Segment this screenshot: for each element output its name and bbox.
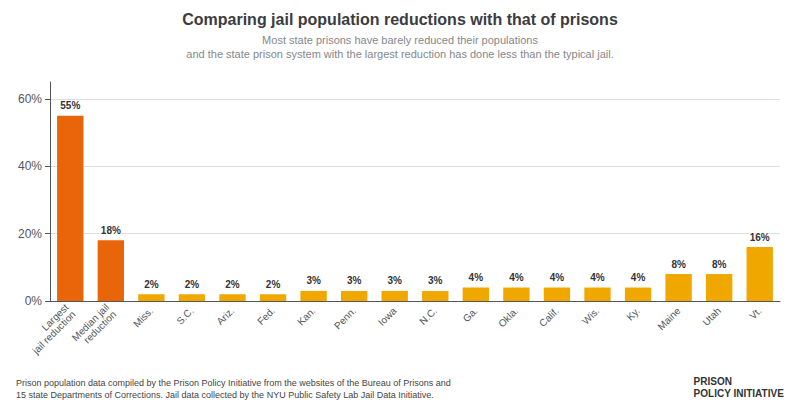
svg-text:4%: 4% [509, 272, 524, 283]
svg-text:2%: 2% [266, 279, 281, 290]
svg-text:16%: 16% [750, 232, 770, 243]
svg-text:Utah: Utah [700, 305, 723, 328]
svg-text:18%: 18% [101, 225, 121, 236]
svg-text:and the state prison system wi: and the state prison system with the lar… [186, 48, 613, 60]
svg-text:Miss.: Miss. [131, 305, 155, 329]
svg-text:4%: 4% [631, 272, 646, 283]
svg-text:3%: 3% [428, 275, 443, 286]
svg-text:2%: 2% [185, 279, 200, 290]
svg-text:3%: 3% [387, 275, 402, 286]
svg-text:40%: 40% [18, 159, 42, 173]
svg-text:N.C.: N.C. [417, 305, 439, 327]
svg-text:0%: 0% [25, 294, 43, 308]
svg-text:8%: 8% [671, 259, 686, 270]
svg-text:Most state prisons have barely: Most state prisons have barely reduced t… [262, 34, 538, 46]
svg-text:3%: 3% [306, 275, 321, 286]
svg-text:Calif.: Calif. [537, 305, 561, 329]
svg-text:Largest: Largest [39, 301, 71, 333]
svg-text:Ky.: Ky. [624, 305, 641, 322]
svg-text:Vt.: Vt. [747, 305, 763, 321]
svg-text:Comparing jail population redu: Comparing jail population reductions wit… [182, 11, 618, 28]
svg-text:4%: 4% [550, 272, 565, 283]
svg-text:Maine: Maine [655, 305, 682, 332]
svg-text:3%: 3% [347, 275, 362, 286]
svg-text:POLICY INITIATIVE: POLICY INITIATIVE [694, 388, 785, 399]
svg-text:Prison population data compile: Prison population data compiled by the P… [16, 378, 451, 388]
svg-text:60%: 60% [18, 92, 42, 106]
svg-text:4%: 4% [469, 272, 484, 283]
svg-text:4%: 4% [590, 272, 605, 283]
svg-text:Iowa: Iowa [376, 305, 399, 328]
svg-text:Kan.: Kan. [295, 305, 317, 327]
svg-text:Penn.: Penn. [332, 305, 358, 331]
svg-text:Okla.: Okla. [496, 305, 520, 329]
svg-text:Ga.: Ga. [461, 305, 480, 324]
svg-text:55%: 55% [60, 100, 80, 111]
svg-text:Wis.: Wis. [580, 305, 602, 327]
svg-text:PRISON: PRISON [694, 376, 732, 387]
svg-text:Ariz.: Ariz. [214, 305, 236, 327]
svg-text:2%: 2% [144, 279, 159, 290]
svg-text:20%: 20% [18, 227, 42, 241]
svg-text:8%: 8% [712, 259, 727, 270]
svg-text:reduction: reduction [81, 309, 118, 346]
svg-text:15 state Departments of Correc: 15 state Departments of Corrections. Jai… [16, 390, 434, 400]
svg-text:S.C.: S.C. [174, 305, 196, 327]
svg-text:jail reduction: jail reduction [30, 309, 78, 357]
svg-text:Fed.: Fed. [255, 305, 277, 327]
svg-text:Median jail: Median jail [69, 301, 112, 344]
svg-text:2%: 2% [225, 279, 240, 290]
